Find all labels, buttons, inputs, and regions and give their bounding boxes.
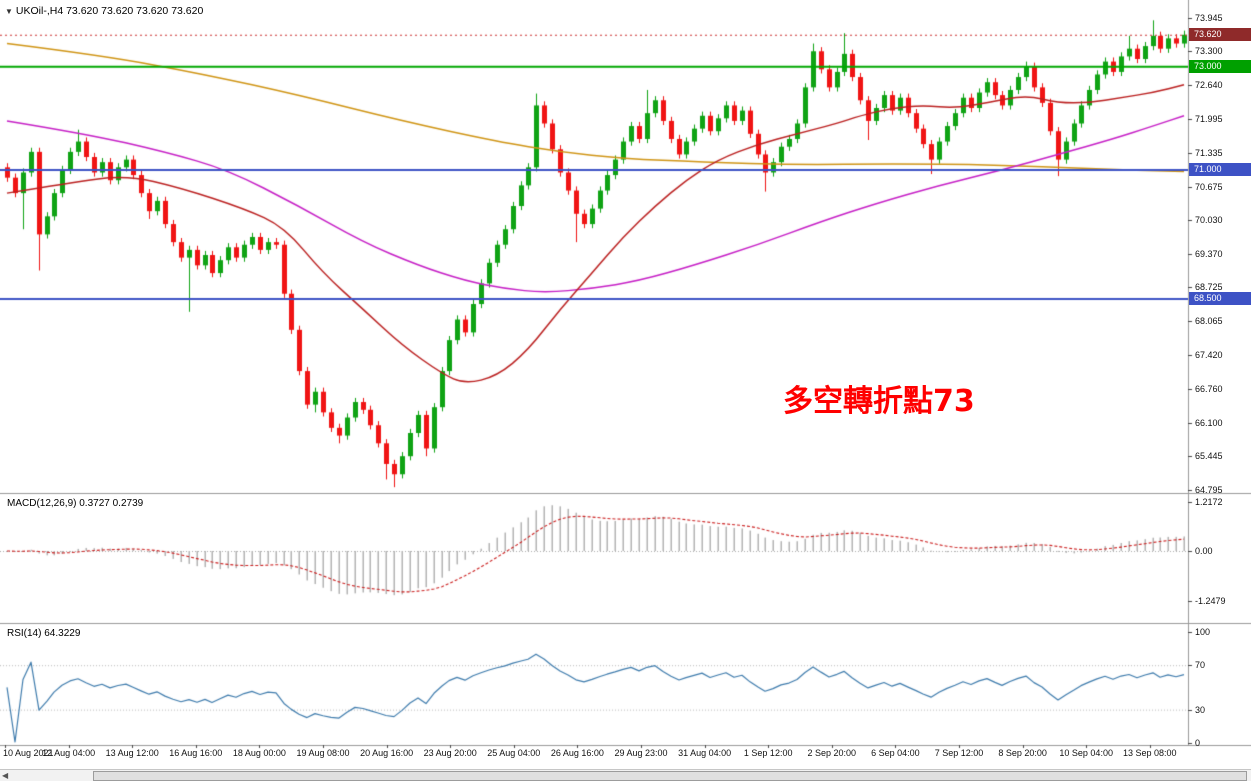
time-tick-label: 29 Aug 23:00 [614, 748, 668, 758]
time-tick-label: 10 Aug 2021 [3, 748, 54, 758]
macd-tick-label: 1.2172 [1195, 497, 1223, 508]
time-tick-label: 7 Sep 12:00 [934, 748, 984, 758]
time-tick-label: 23 Aug 20:00 [423, 748, 477, 758]
time-axis[interactable]: 10 Aug 2021 12 Aug 04:00 13 Aug 12:00 16 Au… [0, 747, 1188, 765]
time-tick-label: 6 Sep 04:00 [871, 748, 920, 758]
macd-axis[interactable]: 1.2172 0.00 -1.2479 [1189, 493, 1251, 623]
rsi-tick-label: 70 [1195, 660, 1206, 671]
chart-title-overlay: ▼ UKOil-,H4 73.620 73.620 73.620 73.620 [5, 5, 203, 17]
price-tick-label: 69.370 [1195, 249, 1223, 259]
time-tick-label: 1 Sep 12:00 [743, 748, 793, 758]
price-tick-label: 68.065 [1195, 316, 1223, 327]
macd-tick-label: -1.2479 [1195, 595, 1226, 606]
price-tick-label: 70.675 [1195, 181, 1223, 192]
price-tick-label: 66.760 [1195, 383, 1223, 394]
scrollbar-thumb[interactable] [93, 771, 1247, 781]
time-tick-label: 31 Aug 04:00 [678, 748, 732, 758]
time-tick-label: 8 Sep 20:00 [998, 748, 1047, 758]
macd-tick-label: 0.00 [1195, 546, 1213, 556]
time-tick-label: 26 Aug 16:00 [550, 748, 604, 758]
chart-dropdown-icon[interactable]: ▼ [5, 7, 13, 16]
horizontal-scrollbar[interactable]: ◀ [0, 769, 1251, 781]
price-axis[interactable]: 73.945 73.300 72.640 71.995 71.335 70.675 70.0… [1189, 0, 1251, 495]
price-tick-label: 73.945 [1195, 13, 1223, 23]
time-tick-label: 13 Sep 08:00 [1123, 748, 1177, 758]
time-tick-label: 16 Aug 16:00 [169, 748, 223, 758]
time-tick-label: 25 Aug 04:00 [487, 748, 541, 758]
price-badge-73.620: 73.620 [1189, 28, 1251, 42]
scrollbar-left-arrow-icon[interactable]: ◀ [2, 771, 9, 780]
price-tick-label: 65.445 [1195, 451, 1223, 462]
price-tick-label: 73.300 [1195, 46, 1223, 57]
time-tick-label: 2 Sep 20:00 [807, 748, 857, 758]
price-tick-label: 72.640 [1195, 80, 1223, 91]
price-tick-label: 66.100 [1195, 417, 1223, 428]
chart-title-text: UKOil-,H4 73.620 73.620 73.620 73.620 [15, 5, 204, 17]
price-tick-label: 71.335 [1195, 147, 1223, 158]
rsi-tick-label: 30 [1195, 704, 1206, 715]
price-tick-label: 67.420 [1195, 349, 1223, 360]
rsi-tick-label: 0 [1195, 738, 1201, 748]
time-tick-label: 12 Aug 04:00 [42, 748, 96, 758]
time-tick-label: 13 Aug 12:00 [105, 748, 159, 758]
price-tick-label: 68.725 [1195, 282, 1223, 293]
price-tick-label: 64.795 [1195, 485, 1223, 495]
time-tick-label: 20 Aug 16:00 [360, 748, 414, 758]
rsi-tick-label: 100 [1195, 626, 1211, 637]
price-badge-71.000: 71.000 [1189, 163, 1251, 177]
time-tick-label: 10 Sep 04:00 [1059, 748, 1113, 758]
rsi-indicator-label: RSI(14) 64.3229 [7, 628, 81, 639]
price-tick-label: 71.995 [1195, 113, 1223, 124]
time-tick-label: 18 Aug 00:00 [232, 748, 286, 758]
price-badge-68.500: 68.500 [1189, 292, 1251, 306]
time-tick-label: 19 Aug 08:00 [296, 748, 350, 758]
rsi-axis[interactable]: 100 70 30 0 [1189, 623, 1251, 748]
price-tick-label: 70.030 [1195, 214, 1223, 225]
price-badge-73.000: 73.000 [1189, 60, 1251, 74]
chart-text-annotation: 多空轉折點73 [783, 384, 975, 419]
macd-indicator-label: MACD(12,26,9) 0.3727 0.2739 [7, 498, 144, 509]
